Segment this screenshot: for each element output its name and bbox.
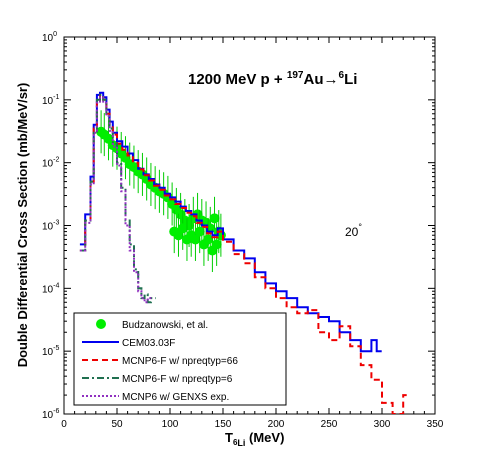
x-tick-label: 200	[268, 419, 285, 430]
series-line	[79, 96, 153, 304]
y-tick-label: 100	[42, 31, 57, 44]
y-axis-title: Double Differential Cross Section (mb/Me…	[15, 83, 30, 368]
y-tick-label: 10-2	[42, 157, 59, 170]
angle-annotation: 20°	[345, 222, 362, 239]
chart-title: 1200 MeV p + 197Au→6Li	[188, 70, 357, 88]
legend-label: MCNP6-F w/ npreqtyp=6	[122, 374, 233, 385]
series-layer	[79, 91, 409, 414]
x-tick-label: 150	[215, 419, 232, 430]
data-point	[194, 226, 205, 237]
x-tick-label: 250	[321, 419, 338, 430]
data-point	[190, 234, 201, 245]
y-tick-label: 10-6	[42, 408, 59, 421]
x-tick-label: 350	[427, 419, 444, 430]
y-tick-label: 10-1	[42, 94, 59, 107]
legend: Budzanowski, et al. CEM03.03F MCNP6-F w/ n…	[73, 312, 287, 406]
data-point	[211, 239, 222, 250]
series-line	[79, 93, 156, 304]
legend-marker	[96, 319, 106, 329]
y-tick-label: 10-4	[42, 282, 59, 295]
legend-label: MCNP6 w/ GENXS exp.	[122, 392, 229, 403]
y-tick-label: 10-5	[42, 345, 59, 358]
legend-label: CEM03.03F	[122, 338, 175, 349]
axes-group: 0 50 100 150 200 250 300 350 100 10-1 10-2 10-3 10-4…	[42, 31, 444, 430]
legend-box	[73, 312, 287, 406]
y-tick-label: 10-3	[42, 220, 59, 233]
legend-label: MCNP6-F w/ npreqtyp=66	[122, 356, 238, 367]
series-line	[79, 91, 382, 353]
legend-label: Budzanowski, et al.	[122, 320, 208, 331]
x-tick-label: 100	[162, 419, 179, 430]
data-point	[177, 223, 188, 234]
x-tick-label: 50	[111, 419, 123, 430]
data-point	[209, 213, 220, 224]
x-tick-label: 300	[374, 419, 391, 430]
x-tick-label: 0	[61, 419, 67, 430]
data-point	[203, 234, 214, 245]
x-axis-title: T6Li (MeV)	[225, 430, 284, 448]
